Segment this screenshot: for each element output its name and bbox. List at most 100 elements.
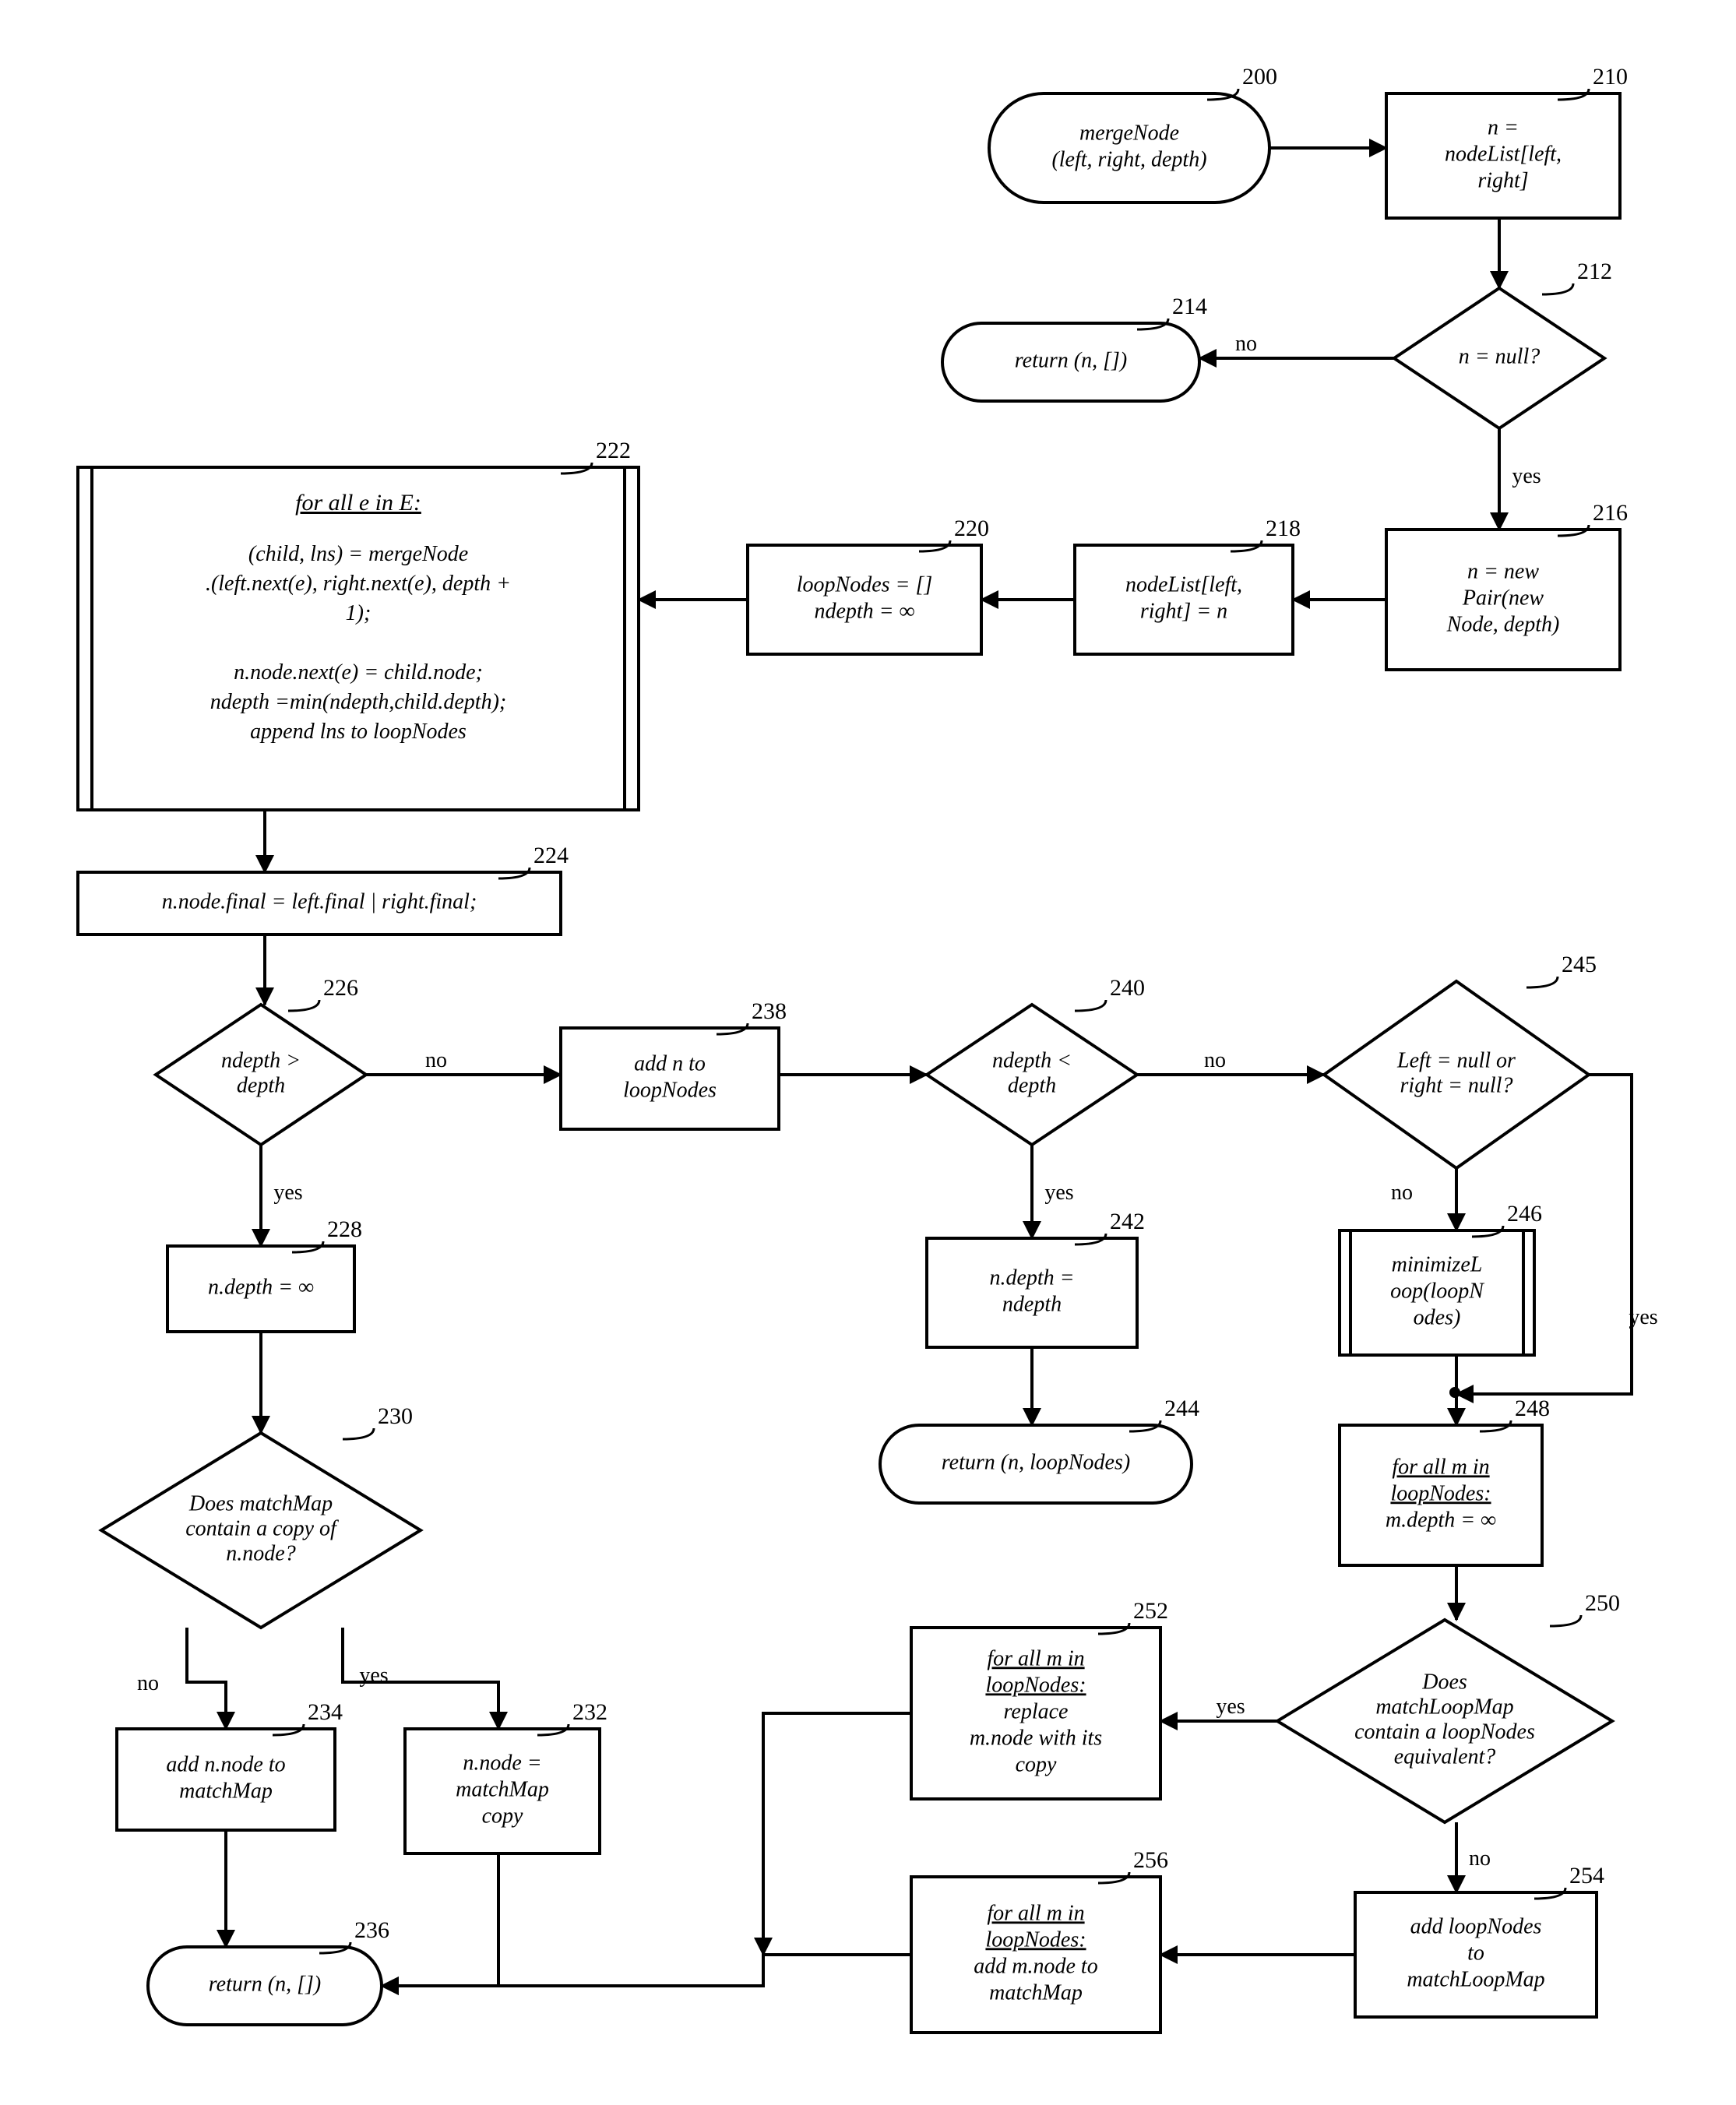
svg-text:250: 250 [1585, 1590, 1620, 1616]
svg-text:right]: right] [1477, 168, 1528, 192]
svg-text:loopNodes: loopNodes [623, 1078, 717, 1102]
svg-text:append lns to loopNodes: append lns to loopNodes [250, 720, 467, 744]
svg-text:ndepth: ndepth [1002, 1292, 1062, 1316]
svg-text:ndepth =min(ndepth,child.depth: ndepth =min(ndepth,child.depth); [210, 690, 506, 714]
edge-label: yes [1512, 464, 1541, 488]
edge-label: no [1235, 332, 1257, 356]
flowchart-canvas: mergeNode(left, right, depth) 200 n = nodeL… [0, 0, 1736, 2105]
svg-text:232: 232 [572, 1699, 607, 1725]
svg-text:add n to: add n to [634, 1051, 706, 1075]
svg-text:depth: depth [1008, 1073, 1056, 1097]
svg-text:Does: Does [1421, 1670, 1467, 1694]
svg-text:copy: copy [1016, 1752, 1057, 1776]
svg-text:n.depth =: n.depth = [989, 1265, 1074, 1290]
svg-text:240: 240 [1110, 975, 1145, 1001]
svg-text:mergeNode: mergeNode [1079, 121, 1179, 145]
svg-text:256: 256 [1133, 1847, 1168, 1873]
svg-text:ndepth <: ndepth < [992, 1048, 1072, 1072]
edge-label: yes [1216, 1695, 1245, 1719]
node-222: for all e in E: (child, lns) = mergeNode.… [78, 467, 639, 810]
svg-text:Does matchMap: Does matchMap [188, 1491, 333, 1515]
svg-text:248: 248 [1515, 1396, 1550, 1421]
svg-text:contain a copy of: contain a copy of [185, 1516, 339, 1540]
svg-text:245: 245 [1562, 952, 1597, 977]
edge [382, 1853, 498, 1986]
svg-text:n.node.next(e) = child.node;: n.node.next(e) = child.node; [234, 660, 483, 685]
svg-text:for all e in E:: for all e in E: [295, 490, 421, 516]
svg-text:n = new: n = new [1467, 559, 1539, 583]
edge-label: no [1469, 1846, 1491, 1871]
svg-text:(left, right, depth): (left, right, depth) [1051, 147, 1206, 171]
svg-text:ndepth = ∞: ndepth = ∞ [814, 599, 914, 623]
svg-text:add m.node to: add m.node to [974, 1954, 1097, 1978]
svg-text:m.depth = ∞: m.depth = ∞ [1386, 1508, 1496, 1532]
svg-text:n =: n = [1488, 115, 1519, 139]
svg-text:200: 200 [1242, 64, 1277, 90]
svg-text:right = null?: right = null? [1400, 1073, 1513, 1097]
svg-text:contain a loopNodes: contain a loopNodes [1354, 1720, 1535, 1744]
svg-text:Left = null or: Left = null or [1396, 1048, 1516, 1072]
svg-text:n.node =: n.node = [463, 1751, 541, 1775]
svg-text:equivalent?: equivalent? [1394, 1744, 1496, 1769]
svg-text:228: 228 [327, 1216, 362, 1242]
svg-text:oop(loopN: oop(loopN [1390, 1279, 1484, 1303]
svg-text:for all m in: for all m in [987, 1646, 1084, 1670]
edge [187, 1628, 226, 1729]
svg-text:Node, depth): Node, depth) [1446, 612, 1560, 636]
svg-text:matchLoopMap: matchLoopMap [1375, 1695, 1513, 1719]
svg-text:matchMap: matchMap [989, 1980, 1083, 2005]
svg-text:to: to [1467, 1941, 1484, 1965]
svg-text:add loopNodes: add loopNodes [1410, 1914, 1542, 1938]
svg-text:replace: replace [1004, 1699, 1069, 1723]
svg-text:244: 244 [1164, 1396, 1199, 1421]
svg-text:m.node with its: m.node with its [970, 1726, 1102, 1750]
svg-text:.(left.next(e), right.next(e),: .(left.next(e), right.next(e), depth + [206, 572, 511, 596]
svg-text:238: 238 [752, 998, 787, 1024]
svg-text:return (n, []): return (n, []) [1015, 348, 1127, 372]
edge-label: yes [359, 1663, 388, 1688]
svg-text:214: 214 [1172, 294, 1207, 319]
edge-label: yes [1629, 1305, 1657, 1329]
svg-text:n = null?: n = null? [1459, 344, 1540, 368]
svg-text:212: 212 [1577, 259, 1612, 284]
svg-text:n.depth = ∞: n.depth = ∞ [208, 1275, 314, 1299]
svg-text:n.node.final = left.final | ri: n.node.final = left.final | right.final; [162, 889, 477, 913]
svg-text:246: 246 [1507, 1201, 1542, 1227]
svg-text:for all m in: for all m in [987, 1901, 1084, 1925]
edge-label: yes [273, 1181, 302, 1205]
svg-text:minimizeL: minimizeL [1392, 1252, 1483, 1276]
edge-label: no [1204, 1048, 1226, 1072]
svg-text:234: 234 [308, 1699, 343, 1725]
edge-label: yes [1044, 1181, 1073, 1205]
svg-text:add n.node to: add n.node to [166, 1752, 285, 1776]
svg-text:226: 226 [323, 975, 358, 1001]
svg-text:odes): odes) [1414, 1305, 1461, 1329]
svg-text:loopNodes = []: loopNodes = [] [797, 572, 932, 597]
svg-text:210: 210 [1593, 64, 1628, 90]
svg-text:n.node?: n.node? [226, 1541, 295, 1565]
svg-text:236: 236 [354, 1917, 389, 1943]
svg-text:copy: copy [482, 1804, 523, 1828]
svg-text:nodeList[left,: nodeList[left, [1125, 572, 1242, 597]
svg-text:ndepth >: ndepth > [221, 1048, 301, 1072]
svg-text:224: 224 [533, 843, 569, 868]
svg-text:loopNodes:: loopNodes: [1390, 1481, 1491, 1505]
svg-text:(child, lns) = mergeNode: (child, lns) = mergeNode [248, 542, 468, 566]
svg-text:242: 242 [1110, 1209, 1145, 1234]
svg-text:depth: depth [237, 1073, 285, 1097]
edge-label: no [137, 1671, 159, 1695]
svg-text:matchMap: matchMap [456, 1777, 549, 1801]
svg-text:252: 252 [1133, 1598, 1168, 1624]
svg-text:matchLoopMap: matchLoopMap [1407, 1967, 1544, 1991]
svg-text:return (n, []): return (n, []) [209, 1972, 321, 1996]
svg-text:for all m in: for all m in [1392, 1455, 1489, 1479]
edge [763, 1713, 911, 1955]
edge-label: no [1391, 1181, 1413, 1205]
svg-text:218: 218 [1266, 516, 1301, 541]
svg-text:254: 254 [1569, 1863, 1604, 1889]
svg-text:220: 220 [954, 516, 989, 541]
svg-text:matchMap: matchMap [179, 1779, 273, 1803]
svg-text:loopNodes:: loopNodes: [985, 1673, 1086, 1697]
edge [382, 1955, 911, 1986]
svg-text:loopNodes:: loopNodes: [985, 1927, 1086, 1952]
